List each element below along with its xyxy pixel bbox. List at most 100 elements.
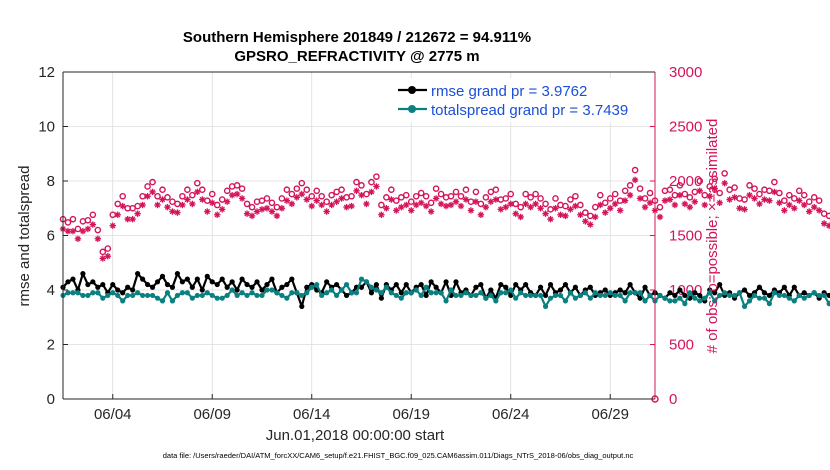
obs-assimilated-point (741, 206, 748, 213)
obs-possible-point (701, 191, 709, 199)
rmse-point (587, 284, 593, 290)
totalspread-point (557, 292, 564, 299)
obs-assimilated-point (636, 195, 644, 202)
obs-possible-point (691, 188, 699, 196)
rmse-point (443, 279, 449, 285)
obs-possible-point (194, 179, 201, 187)
rmse-point (159, 273, 166, 279)
obs-assimilated-point (233, 190, 241, 198)
totalspread-point (259, 292, 265, 299)
obs-assimilated-point (820, 220, 828, 227)
obs-assimilated-point (417, 199, 425, 206)
rmse-point (299, 303, 305, 309)
totalspread-point (542, 303, 549, 309)
totalspread-point (567, 290, 574, 296)
obs-assimilated-point (522, 200, 529, 208)
totalspread-point (587, 295, 593, 301)
totalspread-point (692, 295, 698, 301)
totalspread-point (154, 295, 161, 301)
obs-possible-point (388, 186, 395, 194)
obs-assimilated-point (129, 215, 136, 223)
rmse-point (513, 281, 519, 288)
obs-possible-point (810, 194, 818, 201)
obs-possible-point (577, 201, 584, 209)
obs-assimilated-point (507, 200, 514, 208)
totalspread-point (105, 292, 111, 299)
totalspread-point (373, 287, 380, 293)
totalspread-point (363, 279, 370, 285)
obs-possible-point (278, 195, 286, 202)
totalspread-point (786, 295, 792, 301)
rmse-point (617, 287, 623, 293)
obs-possible-point (611, 190, 619, 198)
totalspread-point (388, 290, 394, 296)
rmse-point (139, 276, 146, 282)
rmse-point (135, 271, 141, 277)
obs-possible-point (805, 198, 813, 206)
rmse-point (697, 292, 703, 299)
obs-possible-point (119, 192, 126, 200)
totalspread-point (622, 298, 628, 304)
totalspread-point (642, 298, 648, 304)
totalspread-point (433, 290, 439, 296)
rmse-point (398, 290, 404, 296)
obs-assimilated-point (631, 176, 639, 184)
obs-possible-point (477, 200, 485, 208)
rmse-point (269, 276, 275, 282)
obs-possible-point (666, 186, 674, 194)
totalspread-point (791, 298, 797, 304)
obs-possible-point (452, 188, 460, 196)
totalspread-point (662, 295, 668, 301)
totalspread-point (169, 298, 176, 304)
obs-possible-point (751, 185, 758, 192)
totalspread-point (533, 292, 539, 299)
obs-possible-point (795, 187, 803, 195)
obs-assimilated-point (243, 210, 251, 217)
obs-possible-point (606, 195, 614, 202)
rmse-point (761, 290, 768, 296)
rmse-point (169, 284, 176, 290)
obs-assimilated-point (487, 198, 495, 205)
totalspread-point (144, 292, 151, 299)
obs-assimilated-point (223, 198, 231, 205)
obs-possible-point (407, 198, 415, 206)
totalspread-point (174, 292, 181, 299)
rmse-point (667, 290, 673, 296)
rmse-point (289, 276, 295, 282)
obs-possible-point (134, 202, 141, 210)
obs-assimilated-point (154, 201, 161, 209)
obs-possible-point (562, 202, 569, 210)
obs-possible-point (601, 199, 609, 207)
obs-assimilated-point (711, 185, 718, 192)
obs-possible-point (273, 203, 281, 211)
obs-assimilated-point (771, 188, 778, 196)
obs-possible-point (542, 200, 549, 208)
obs-possible-point (174, 200, 181, 208)
obs-possible-point (676, 182, 684, 189)
obs-possible-point (746, 182, 753, 189)
obs-assimilated-point (527, 203, 534, 211)
rmse-point (343, 292, 350, 299)
obs-assimilated-point (348, 202, 355, 210)
totalspread-point (528, 292, 534, 299)
series-totalspread (60, 276, 830, 309)
obs-assimilated-point (492, 196, 500, 203)
obs-possible-point (298, 179, 306, 187)
totalspread-point (667, 298, 673, 304)
rmse-point (537, 284, 544, 290)
y2-tick-label: 500 (669, 337, 694, 354)
obs-possible-point (328, 191, 335, 199)
obs-possible-point (323, 198, 330, 206)
totalspread-point (503, 290, 509, 296)
totalspread-point (279, 292, 285, 299)
totalspread-point (125, 292, 131, 299)
totalspread-point (473, 292, 479, 299)
obs-assimilated-point (318, 201, 325, 209)
y-tick-label: 4 (47, 282, 55, 299)
totalspread-point (513, 295, 519, 301)
rmse-point (672, 292, 678, 299)
obs-assimilated-point (422, 202, 430, 210)
obs-assimilated-point (462, 196, 470, 203)
obs-possible-point (532, 190, 539, 198)
